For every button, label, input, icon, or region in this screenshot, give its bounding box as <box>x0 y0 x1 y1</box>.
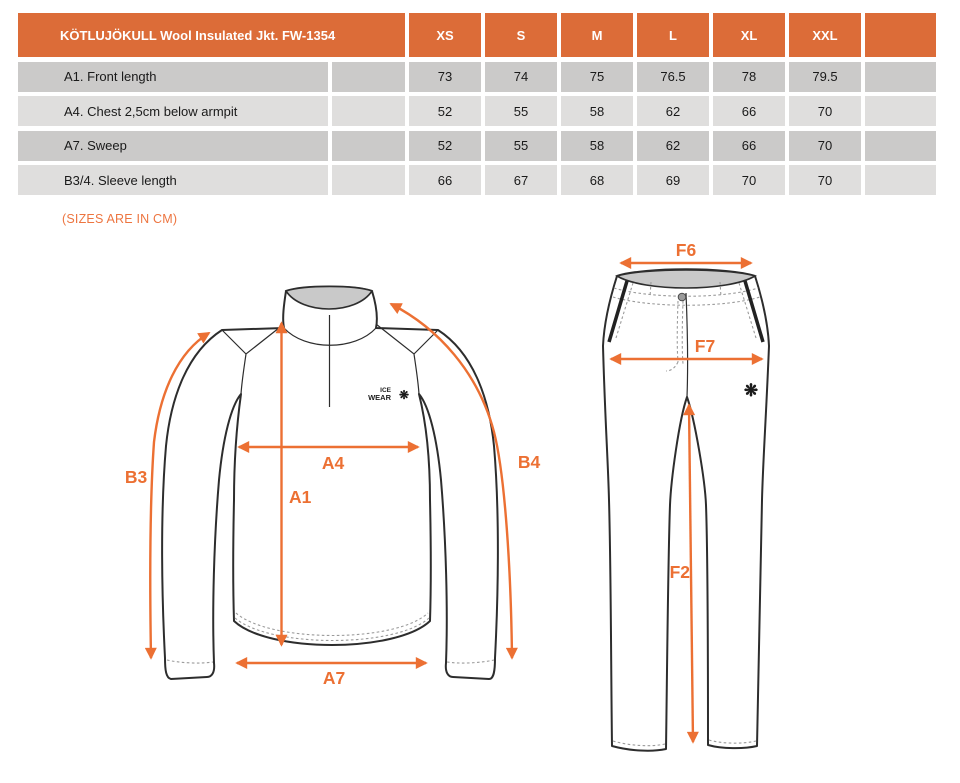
size-table: KÖTLUJÖKULL Wool Insulated Jkt. FW-1354 … <box>18 13 936 195</box>
collar-inner <box>284 285 374 310</box>
pants-outline <box>602 268 770 752</box>
size-value: 66 <box>713 96 785 126</box>
f2-arrow <box>683 403 699 744</box>
row-label: A1. Front length <box>18 61 328 92</box>
size-value: 55 <box>485 130 557 161</box>
belt-loop-right <box>719 281 722 298</box>
left-pocket-opening <box>607 280 629 343</box>
b4-label: B4 <box>518 452 541 472</box>
size-value: 66 <box>713 130 785 161</box>
waist-button <box>677 292 687 302</box>
row-label: A4. Chest 2,5cm below armpit <box>18 96 328 126</box>
size-value: 62 <box>637 130 709 161</box>
row-label: B3/4. Sleeve length <box>18 165 328 195</box>
size-value: 67 <box>485 165 557 195</box>
a4-label: A4 <box>322 453 345 473</box>
size-value: 75 <box>561 61 633 92</box>
a7-label: A7 <box>323 668 345 688</box>
row-label: A7. Sweep <box>18 130 328 161</box>
size-value: 52 <box>409 96 481 126</box>
size-value: 58 <box>561 130 633 161</box>
size-value: 70 <box>789 165 861 195</box>
row-spacer-cell <box>332 61 405 92</box>
b4-arrow <box>389 302 518 660</box>
row-end-cell <box>865 61 936 92</box>
size-header-xxl: XXL <box>789 13 861 57</box>
size-header-s: S <box>485 13 557 57</box>
row-spacer-cell <box>332 130 405 161</box>
row-end-cell <box>865 165 936 195</box>
b3-arrow <box>144 331 211 660</box>
pants-dimension-arrows: F6 F7 F2 <box>609 240 764 744</box>
waistband-stitch-1 <box>613 287 759 297</box>
size-value: 73 <box>409 61 481 92</box>
header-end-cell <box>865 13 936 57</box>
size-value: 62 <box>637 96 709 126</box>
size-header-xs: XS <box>409 13 481 57</box>
units-note: (SIZES ARE IN CM) <box>62 212 178 226</box>
snowflake-icon: ❋ <box>744 381 758 400</box>
jacket-dimension-arrows: B3 B4 A1 A4 A7 <box>125 302 541 688</box>
size-value: 52 <box>409 130 481 161</box>
f7-label: F7 <box>695 336 715 356</box>
table-title: KÖTLUJÖKULL Wool Insulated Jkt. FW-1354 <box>18 13 405 57</box>
row-spacer-cell <box>332 165 405 195</box>
a1-label: A1 <box>289 487 312 507</box>
size-value: 74 <box>485 61 557 92</box>
pants-diagram: ❋ F6 F7 F2 <box>602 240 770 752</box>
size-value: 70 <box>789 130 861 161</box>
f2-label: F2 <box>670 562 691 582</box>
b3-label: B3 <box>125 467 148 487</box>
snowflake-icon: ❋ <box>399 388 409 402</box>
right-pocket-opening <box>743 280 765 343</box>
belt-loop-left <box>649 281 652 298</box>
size-value: 55 <box>485 96 557 126</box>
size-value: 68 <box>561 165 633 195</box>
row-end-cell <box>865 96 936 126</box>
logo-text-top: ICE <box>380 387 392 394</box>
hem-stitch-2 <box>234 617 430 641</box>
logo-text-bottom: WEAR <box>368 393 391 402</box>
jacket-diagram: ICE WEAR ❋ B3 B4 A1 A4 A7 <box>125 285 541 688</box>
size-value: 79.5 <box>789 61 861 92</box>
size-value: 78 <box>713 61 785 92</box>
size-header-xl: XL <box>713 13 785 57</box>
left-cuff-stitch <box>166 659 214 664</box>
size-value: 76.5 <box>637 61 709 92</box>
size-value: 69 <box>637 165 709 195</box>
size-value: 70 <box>789 96 861 126</box>
center-front-seam <box>685 292 689 398</box>
size-header-m: M <box>561 13 633 57</box>
size-value: 70 <box>713 165 785 195</box>
left-shoulder-seam <box>221 323 285 395</box>
size-value: 66 <box>409 165 481 195</box>
size-header-l: L <box>637 13 709 57</box>
size-value: 58 <box>561 96 633 126</box>
f6-label: F6 <box>676 240 697 260</box>
row-end-cell <box>865 130 936 161</box>
row-spacer-cell <box>332 96 405 126</box>
